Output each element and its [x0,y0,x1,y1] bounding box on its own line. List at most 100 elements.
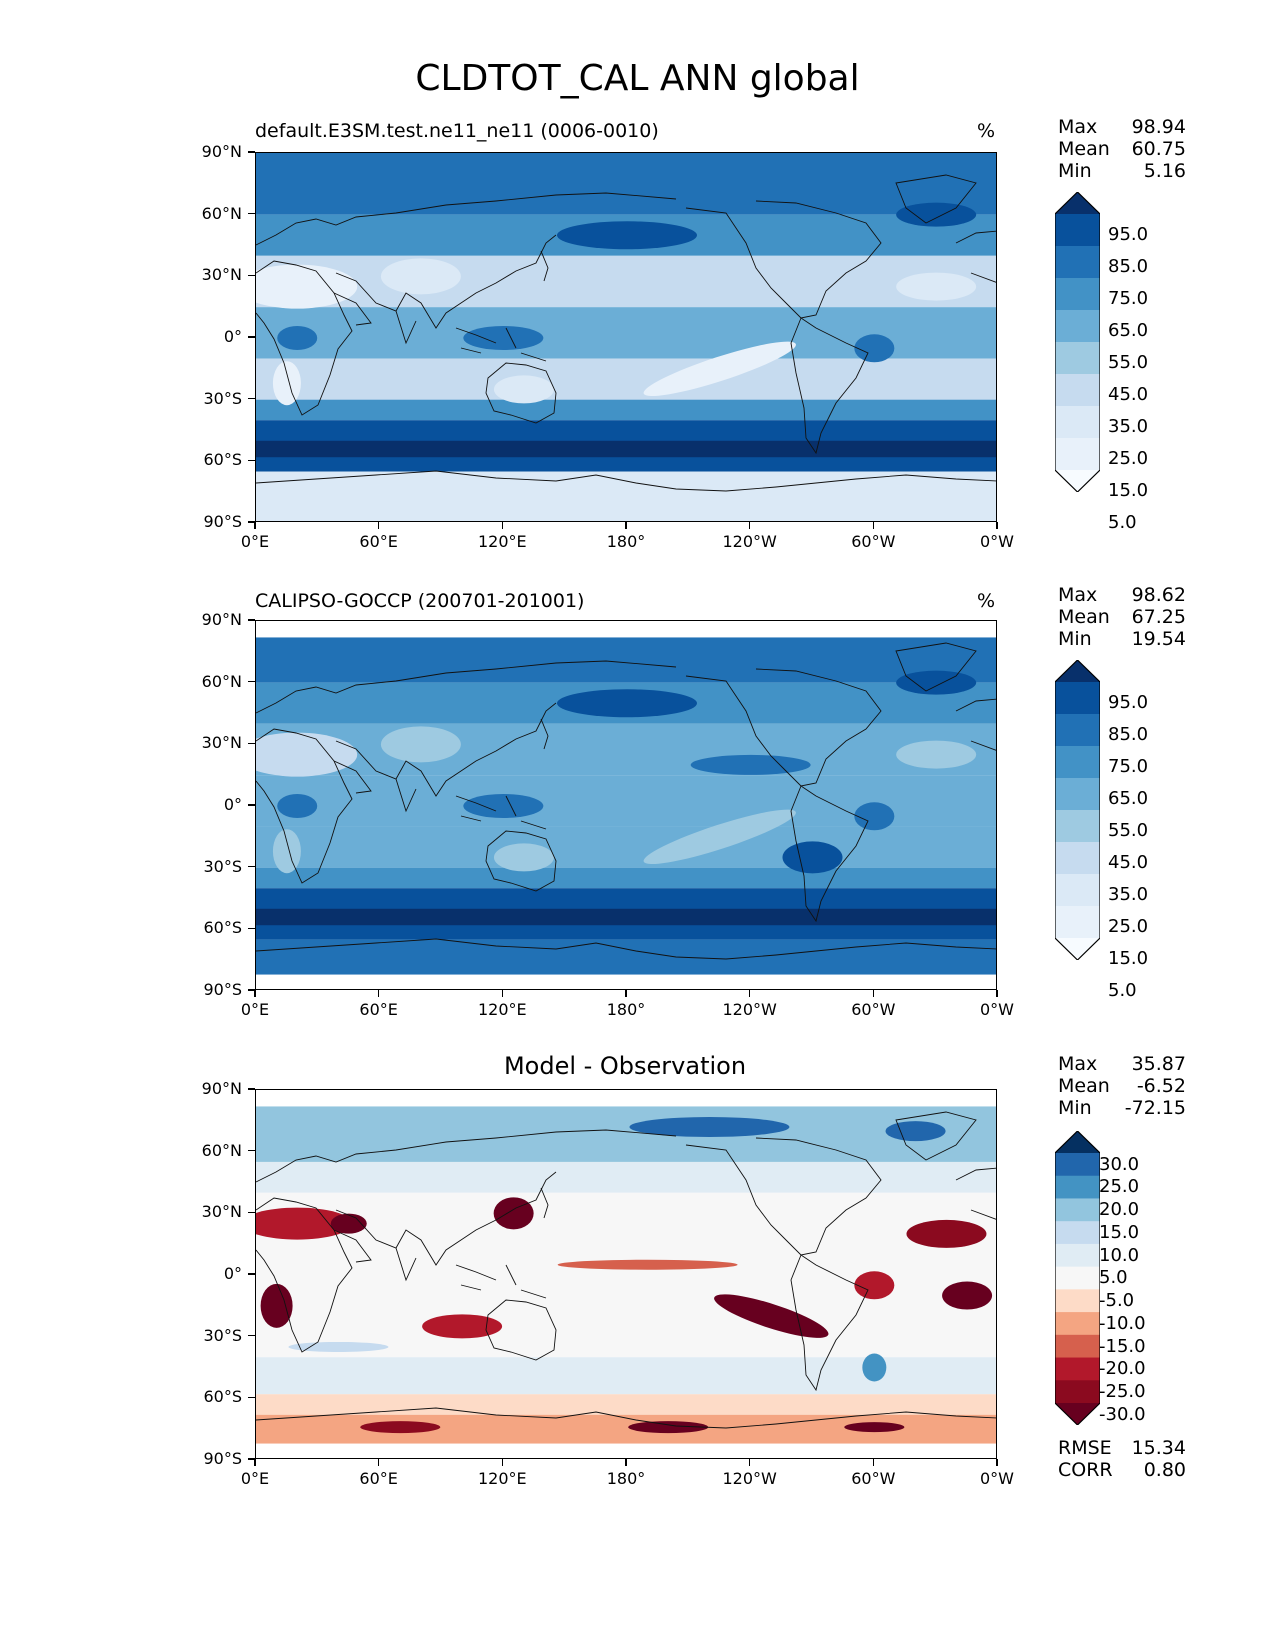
xtick-label: 180° [606,1469,646,1488]
colorbar-segment [1055,682,1100,715]
xtick-label: 120°E [478,1000,527,1019]
antarctic-bias [628,1421,709,1434]
xtick-label: 0°E [240,1469,270,1488]
ytick-mark [248,397,255,400]
ytick-label: 60°S [203,1387,242,1407]
xtick-mark [748,522,751,529]
stat-min: 5.16 [1143,160,1186,182]
colorbar-label: 95.0 [1108,224,1149,245]
stat-max-label: Max [1058,1053,1098,1075]
field-band [256,1161,996,1193]
map-test [255,152,997,522]
corr-value: 0.80 [1143,1459,1186,1481]
colorbar-label: 45.0 [1108,852,1149,873]
stat-mean: -6.52 [1136,1075,1186,1097]
field-band [256,1394,996,1415]
colorbar-label: 35.0 [1108,884,1149,905]
map-difference [255,1089,997,1459]
ytick-label: 60°S [203,450,242,470]
xtick-label: 120°E [478,1469,527,1488]
colorbar-extend-top [1055,1131,1100,1153]
ytick-label: 60°S [203,918,242,938]
stats-box: Max 98.62 Mean 67.25 Min 19.54 [1058,584,1186,650]
colorbar-extend-bottom [1055,1403,1100,1425]
field-patch [690,754,811,775]
xtick-label: 120°W [722,1469,777,1488]
field-patch [272,829,301,874]
colorbar-segment [1055,1357,1100,1381]
field-band [256,153,996,215]
colorbar-label: 75.0 [1108,756,1149,777]
rmse-label: RMSE [1058,1437,1112,1459]
xtick-mark [872,1459,875,1466]
colorbar [1055,660,1100,960]
ytick-mark [248,336,255,338]
colorbar-segment [1055,1153,1100,1177]
itcz-bias [557,1259,738,1270]
xtick-mark [625,1459,627,1466]
colorbar-label: -10.0 [1099,1312,1146,1334]
ytick-label: 90°S [203,1449,242,1468]
field-patch [360,1421,441,1434]
field-patch [844,1422,905,1433]
colorbar-label: 25.0 [1099,1176,1140,1198]
sepacific-clear [643,809,796,865]
colorbar-segment [1055,406,1100,439]
field-band [256,723,996,776]
xtick-label: 120°W [722,1000,777,1019]
xtick-mark [625,990,627,997]
congo-cloud [277,326,318,350]
colorbar-label: 20.0 [1099,1199,1140,1221]
xtick-label: 60°E [359,1000,398,1019]
colorbar [1055,1131,1100,1425]
ytick-mark [248,274,255,277]
ytick-label: 90°N [201,1079,242,1098]
coastlines [256,642,996,960]
panel-title: default.E3SM.test.ne11_ne11 (0006-0010) [255,120,659,142]
field-band [256,637,996,683]
xtick-mark [748,990,751,997]
ytick-mark [248,1396,255,1399]
colorbar-extend-top [1055,192,1100,214]
stat-mean-label: Mean [1058,138,1110,160]
colorbar-label: 45.0 [1108,384,1149,405]
colorbar-label: 25.0 [1108,916,1149,937]
colorbar-segment [1055,906,1100,939]
xtick-mark [501,1459,504,1466]
australia-clear [493,843,554,872]
xtick-label: 60°E [359,532,398,551]
xtick-mark [872,990,875,997]
panel-title: CALIPSO-GOCCP (200701-201001) [255,590,585,612]
field-patch [272,361,301,406]
colorbar-segment [1055,342,1100,375]
xtick-label: 60°E [359,1469,398,1488]
field-patch [896,272,977,301]
field-band [256,399,996,421]
ytick-label: 60°N [201,203,242,223]
colorbar-label: 5.0 [1108,980,1137,1001]
stat-mean: 60.75 [1131,138,1186,160]
stat-min: 19.54 [1131,628,1186,650]
colorbar-segment [1055,374,1100,407]
colorbar-label: 30.0 [1099,1153,1140,1175]
colorbar-extend-bottom [1055,470,1100,492]
xtick-mark [254,522,256,529]
colorbar-label: 25.0 [1108,448,1149,469]
colorbar-label: 55.0 [1108,820,1149,841]
colorbar-label: 65.0 [1108,788,1149,809]
xtick-mark [748,1459,751,1466]
colorbar-label: 55.0 [1108,352,1149,373]
ytick-mark [248,212,255,215]
rmse-value: 15.34 [1131,1437,1186,1459]
xtick-label: 120°E [478,532,527,551]
australia-clear [493,375,554,404]
colorbar-segment [1055,1289,1100,1313]
npacific-bias [493,1197,534,1230]
warm-pool-cloud [463,326,544,350]
field-patch [896,740,977,769]
field-patch [942,1281,993,1310]
ytick-label: 0° [223,327,242,346]
colorbar-label: -15.0 [1099,1335,1146,1357]
ytick-label: 90°S [203,512,242,531]
xtick-mark [377,522,380,529]
